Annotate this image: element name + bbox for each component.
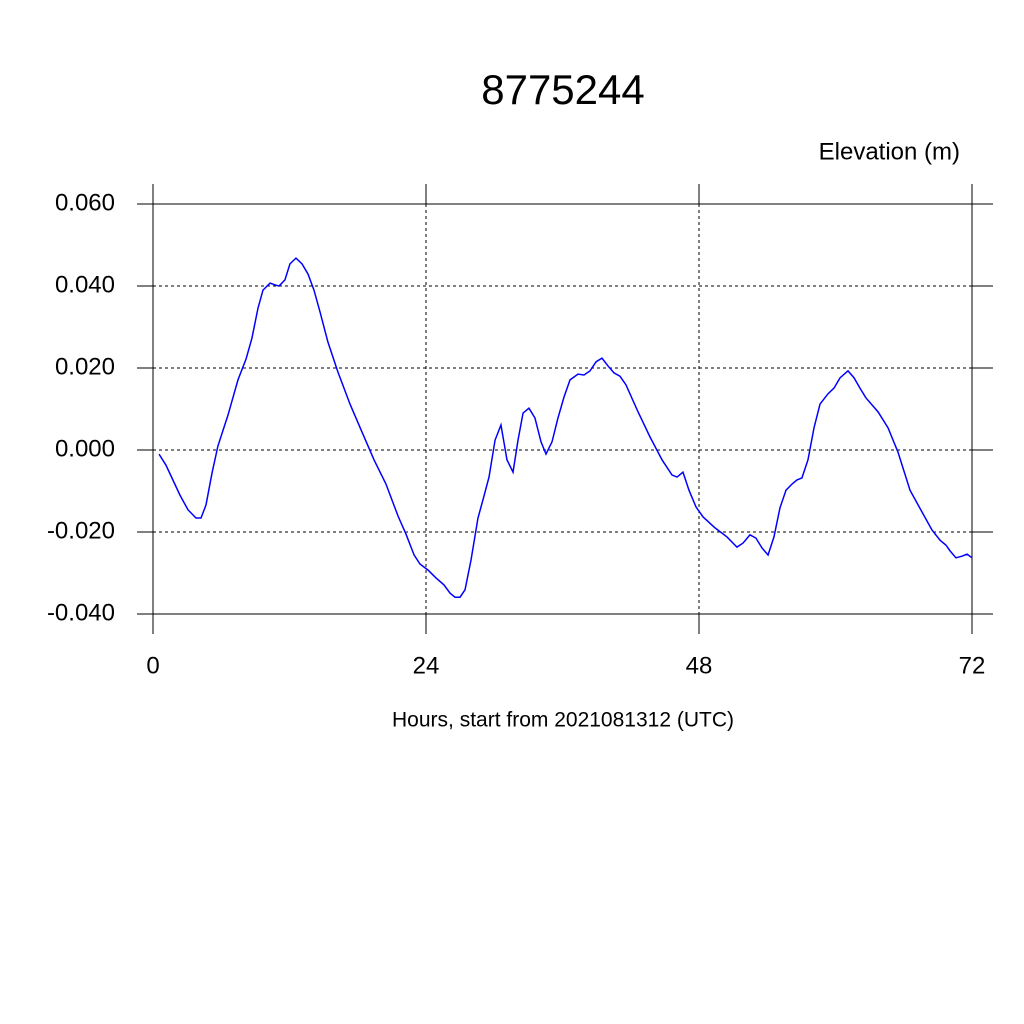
chart-title: 8775244 xyxy=(481,66,645,113)
x-tick-label: 48 xyxy=(686,652,713,679)
data-line xyxy=(158,257,973,598)
y-tick-label: 0.040 xyxy=(55,271,115,298)
y-axis-label: Elevation (m) xyxy=(819,138,960,165)
y-tick-label: 0.000 xyxy=(55,435,115,462)
y-tick-label: 0.060 xyxy=(55,189,115,216)
y-tick-label: -0.020 xyxy=(47,517,115,544)
y-tick-label: 0.020 xyxy=(55,353,115,380)
x-tick-label: 0 xyxy=(146,652,159,679)
x-tick-label: 24 xyxy=(413,652,440,679)
y-tick-label: -0.040 xyxy=(47,599,115,626)
x-tick-label: 72 xyxy=(959,652,986,679)
plot-frame xyxy=(152,203,973,615)
x-axis-label: Hours, start from 2021081312 (UTC) xyxy=(392,709,734,732)
